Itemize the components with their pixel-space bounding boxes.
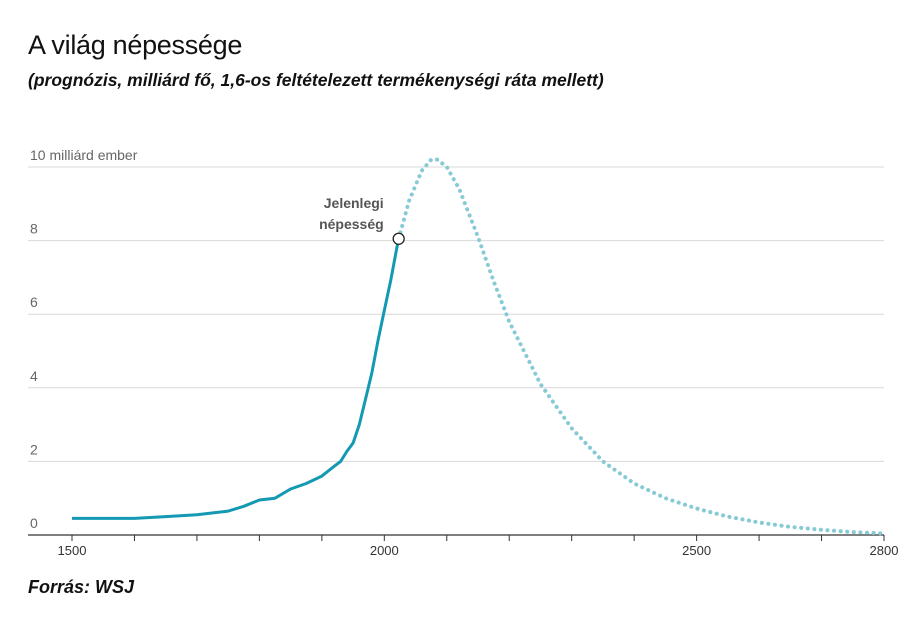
annotation-label-line1: Jelenlegi <box>324 195 384 211</box>
y-tick-label: 2 <box>30 441 38 457</box>
x-tick-label: 2000 <box>370 543 399 558</box>
y-tick-label: 0 <box>30 515 38 531</box>
chart-title: A világ népessége <box>28 30 243 60</box>
x-tick-label: 1500 <box>58 543 87 558</box>
y-tick-label: 6 <box>30 294 38 310</box>
x-tick-label: 2500 <box>682 543 711 558</box>
y-tick-label: 4 <box>30 368 38 384</box>
y-tick-label: 10 milliárd ember <box>30 147 138 163</box>
y-tick-label: 8 <box>30 221 38 237</box>
historical-series-line <box>72 238 401 520</box>
current-population-marker <box>392 232 405 245</box>
source-note: Forrás: WSJ <box>28 577 135 597</box>
annotation-label-line2: népesség <box>319 216 384 232</box>
projection-series-line <box>396 157 886 536</box>
x-tick-label: 2800 <box>870 543 899 558</box>
chart-subtitle: (prognózis, milliárd fő, 1,6-os feltétel… <box>28 70 604 90</box>
